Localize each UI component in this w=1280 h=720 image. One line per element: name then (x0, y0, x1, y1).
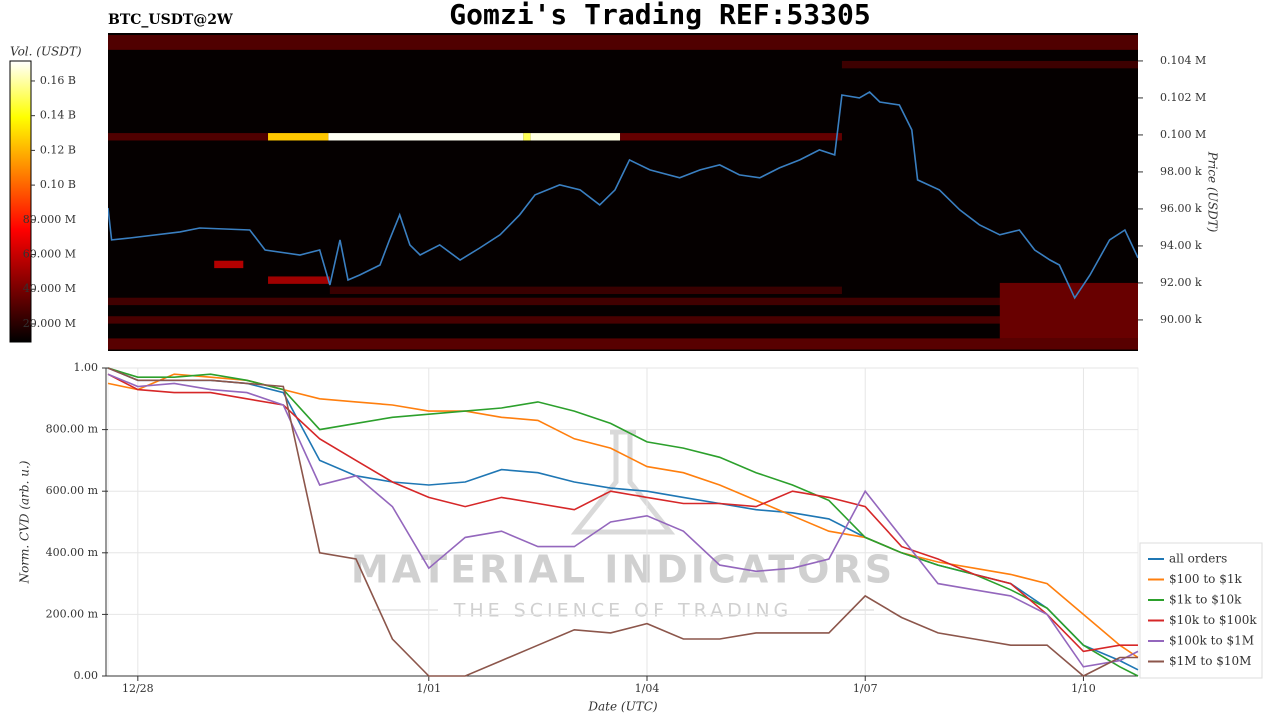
cvd-line (107, 367, 1138, 677)
heat-cell (108, 297, 1138, 306)
colorbar-label: Vol. (USDT) (10, 45, 82, 59)
heat-cell (329, 286, 842, 295)
y-tick-label: 0.100 M (1160, 128, 1206, 141)
legend-label: all orders (1169, 552, 1227, 566)
legend-label: $10k to $100k (1169, 613, 1257, 627)
heat-cell (268, 276, 330, 284)
colorbar-tick-label: 80.000 M (23, 213, 76, 226)
y-tick-label: 800.00 m (46, 423, 99, 436)
colorbar-tick-label: 0.10 B (40, 178, 76, 191)
y-tick-label: 600.00 m (46, 484, 99, 497)
watermark-text: THE SCIENCE OF TRADING (453, 600, 793, 622)
y-tick-label: 92.00 k (1160, 276, 1202, 289)
cvd-line (107, 373, 1138, 653)
heat-cell (523, 133, 531, 141)
legend-label: $100k to $1M (1169, 634, 1254, 648)
colorbar-tick-label: 0.12 B (40, 143, 76, 156)
heat-cell (328, 133, 524, 141)
y-tick-label: 400.00 m (46, 546, 99, 559)
colorbar-tick-label: 40.000 M (23, 282, 76, 295)
heat-cell (108, 316, 1138, 324)
price-line (108, 91, 1138, 300)
y-tick-label: 90.00 k (1160, 313, 1202, 326)
y-tick-label: 98.00 k (1160, 165, 1202, 178)
colorbar-tick-label: 60.000 M (23, 248, 76, 261)
watermark-text: MATERIAL INDICATORS (351, 548, 895, 592)
y-tick-label: 200.00 m (46, 607, 99, 620)
x-tick-label: 1/01 (416, 682, 441, 695)
heatmap (108, 35, 1138, 350)
y-tick-label: 96.00 k (1160, 202, 1202, 215)
heat-cell (108, 35, 1138, 50)
x-tick-label: 12/28 (122, 682, 154, 695)
y-axis-label: Norm. CVD (arb. u.) (18, 460, 32, 584)
cvd-line (107, 367, 1139, 671)
watermark (372, 429, 874, 611)
y-tick-label: 1.00 (74, 361, 99, 374)
heat-cell (841, 60, 1138, 69)
x-axis-label: Date (UTC) (587, 700, 657, 714)
colorbar-tick-label: 0.16 B (40, 74, 76, 87)
y-tick-label: 0.00 (74, 669, 99, 682)
cvd-line (107, 367, 1139, 677)
colorbar-tick-label: 20.000 M (23, 317, 76, 330)
y-tick-label: 0.102 M (1160, 91, 1206, 104)
chart-title: Gomzi's Trading REF:53305 (449, 0, 870, 31)
heat-cell (108, 133, 269, 141)
legend-label: $1k to $10k (1169, 593, 1242, 607)
legend-label: $100 to $1k (1169, 572, 1242, 586)
heat-cell (530, 133, 621, 141)
heat-cell (214, 260, 244, 269)
y-tick-label: 94.00 k (1160, 239, 1202, 252)
heat-cell (268, 133, 329, 141)
x-tick-label: 1/07 (853, 682, 878, 695)
y-tick-label: 0.104 M (1160, 54, 1206, 67)
colorbar-tick-label: 0.14 B (40, 109, 76, 122)
x-tick-label: 1/10 (1071, 682, 1096, 695)
cvd-line (107, 373, 1139, 668)
subtitle: BTC_USDT@2W (108, 12, 233, 28)
heat-cell (620, 133, 842, 141)
x-tick-label: 1/04 (635, 682, 660, 695)
legend-label: $1M to $10M (1169, 654, 1251, 668)
colorbar (9, 60, 32, 343)
legend-box (1139, 542, 1263, 679)
heat-cell (999, 282, 1138, 339)
y-axis-label: Price (USDT) (1206, 151, 1220, 233)
heat-cell (108, 338, 1138, 350)
